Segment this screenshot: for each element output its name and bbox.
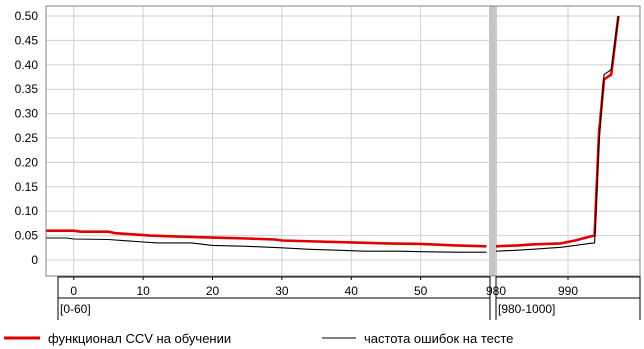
series-line-ccv [495, 15, 620, 248]
x-axis: 0 10 20 30 40 50 980 990[0-60] [980-1000] [57, 276, 641, 320]
x-tick-label: 20 [206, 284, 220, 298]
series-lines [46, 15, 620, 253]
y-tick-label: 0.45 [15, 33, 39, 47]
y-tick-label: 0.40 [15, 58, 39, 72]
x-tick-label: 30 [275, 284, 289, 298]
y-axis: 0.50 0.45 0.40 0.35 0.30 0.25 0.20 0.15 0.10 0.05… [15, 9, 39, 267]
segment-box [57, 276, 491, 299]
x-tick-label: 990 [558, 284, 578, 298]
series-line-test [46, 237, 487, 253]
series-line-test [495, 15, 619, 252]
series-line-ccv [46, 229, 487, 248]
y-tick-label: 0.25 [15, 131, 39, 145]
plot-frame [45, 5, 641, 277]
x-tick-label: 40 [345, 284, 359, 298]
segment-break [489, 6, 497, 276]
y-tick-label: 0.05 [15, 229, 39, 243]
y-tick-label: 0.30 [15, 107, 39, 121]
segment-box [495, 276, 641, 299]
y-tick-label: 0 [31, 253, 38, 267]
x-tick-label: 50 [414, 284, 428, 298]
y-tick-label: 0.50 [15, 9, 39, 23]
segment-range-label: [980-1000] [498, 302, 555, 316]
grid [46, 6, 640, 276]
segment-range-label: [0-60] [60, 302, 91, 316]
x-tick-label: 10 [136, 284, 150, 298]
x-tick-label: 0 [70, 284, 77, 298]
y-tick-label: 0.35 [15, 82, 39, 96]
legend: функционал CCV на обучении частота ошибо… [4, 331, 513, 346]
y-tick-label: 0.20 [15, 155, 39, 169]
y-tick-label: 0.15 [15, 180, 39, 194]
y-tick-label: 0.10 [15, 204, 39, 218]
legend-label-test: частота ошибок на тесте [364, 331, 513, 346]
legend-label-ccv: функционал CCV на обучении [48, 331, 231, 346]
